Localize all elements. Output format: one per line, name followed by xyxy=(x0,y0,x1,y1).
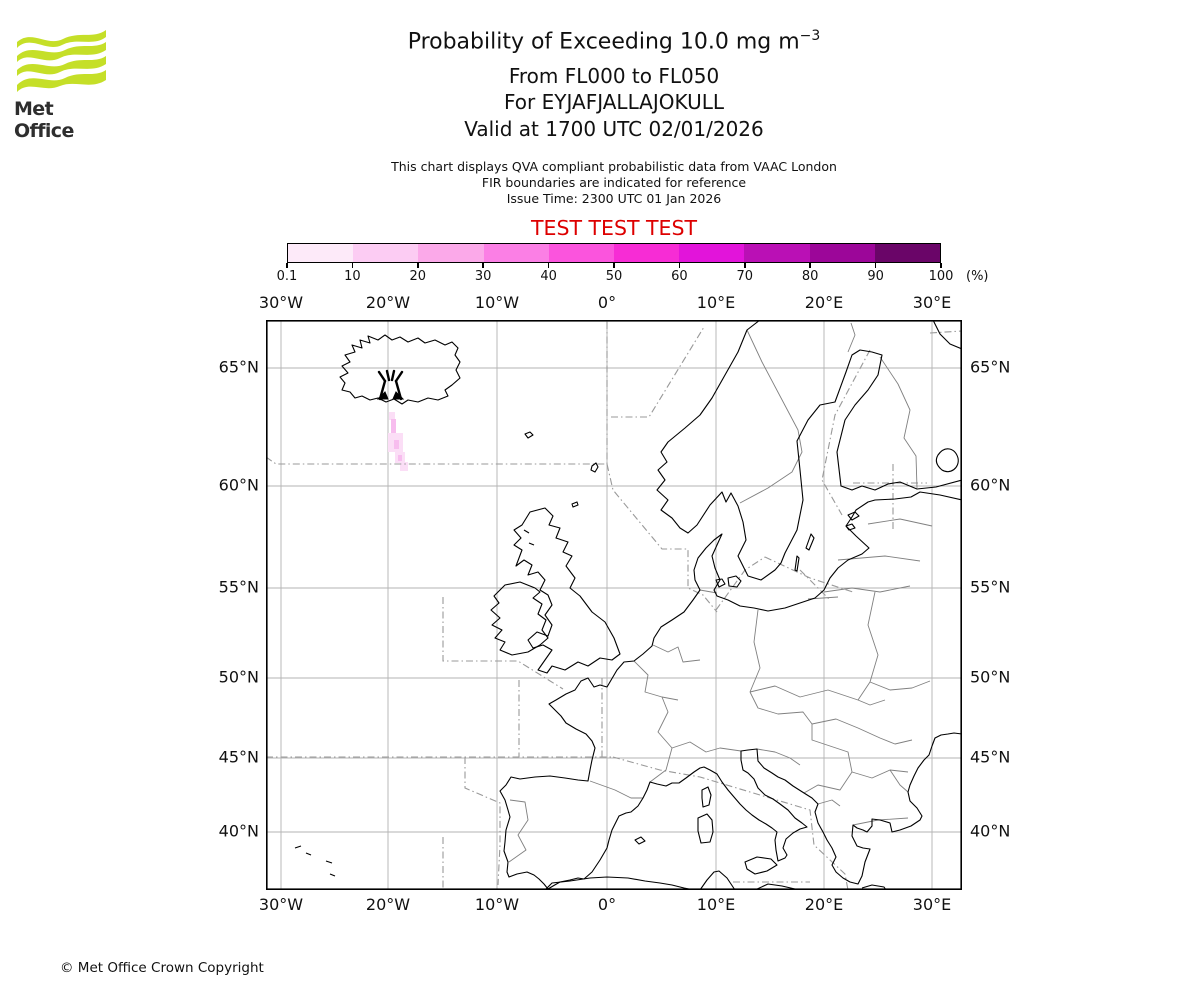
country-borders xyxy=(508,322,933,863)
colorbar-tick-label: 60 xyxy=(671,269,688,284)
colorbar-segment xyxy=(874,244,941,262)
fir-boundaries xyxy=(266,322,962,890)
colorbar-tick-label: 50 xyxy=(605,269,623,284)
colorbar-tick-label: 80 xyxy=(801,269,819,284)
subtitle-valid-time: Valid at 1700 UTC 02/01/2026 xyxy=(464,117,764,141)
subtitle-flight-levels: From FL000 to FL050 xyxy=(508,64,720,88)
colorbar-tick xyxy=(351,263,354,268)
colorbar-unit-label: (%) xyxy=(966,269,989,284)
volcano-eruption-icon xyxy=(376,369,405,401)
left-axis-label: 40°N xyxy=(218,821,259,841)
colorbar-tick xyxy=(744,263,746,268)
left-axis-label: 45°N xyxy=(218,747,259,767)
top-axis-label: 0° xyxy=(597,293,617,312)
colorbar-segment xyxy=(679,244,745,262)
colorbar-tick xyxy=(874,263,877,268)
colorbar-segment xyxy=(809,244,875,262)
colorbar-segment xyxy=(483,244,549,262)
graticule-gridlines xyxy=(266,320,962,890)
right-axis-label: 50°N xyxy=(970,667,1011,687)
test-banner: TEST TEST TEST xyxy=(530,216,698,240)
right-axis-label: 45°N xyxy=(970,747,1011,767)
colorbar-segment xyxy=(353,244,419,262)
right-axis-label: 40°N xyxy=(970,821,1011,841)
colorbar-segment xyxy=(288,244,354,262)
colorbar-tick-label: 20 xyxy=(409,269,427,284)
colorbar-tick-label: 0.1 xyxy=(276,269,298,284)
bottom-axis-label: 20°E xyxy=(804,895,844,914)
europe-map xyxy=(266,320,962,890)
colorbar-tick-label: 40 xyxy=(540,269,557,284)
bottom-axis-label: 30°E xyxy=(912,895,952,914)
top-axis-label: 10°W xyxy=(474,293,520,312)
colorbar-tick xyxy=(482,263,484,268)
top-axis-label: 30°E xyxy=(912,293,952,312)
colorbar-tick xyxy=(286,263,288,268)
probability-colorbar xyxy=(287,243,941,263)
coastlines xyxy=(294,320,962,890)
met-office-logo-text: Met Office xyxy=(14,98,74,142)
colorbar-tick xyxy=(809,263,811,268)
top-axis-label: 30°W xyxy=(258,293,304,312)
met-office-logo: Met Office xyxy=(14,26,114,142)
top-axis-label: 20°W xyxy=(365,293,411,312)
colorbar-tick-label: 10 xyxy=(344,269,361,284)
left-axis-label: 50°N xyxy=(218,667,259,687)
colorbar-tick xyxy=(417,263,419,268)
bottom-axis-label: 30°W xyxy=(258,895,304,914)
met-office-waves-icon xyxy=(17,30,106,92)
colorbar-segment xyxy=(548,244,615,262)
colorbar-tick xyxy=(940,263,942,268)
bottom-axis-label: 10°E xyxy=(696,895,736,914)
right-axis-label: 55°N xyxy=(970,577,1011,597)
note-qva: This chart displays QVA compliant probab… xyxy=(391,159,837,174)
colorbar-tick-label: 30 xyxy=(474,269,492,284)
colorbar-tick xyxy=(613,263,615,268)
colorbar-tick-label: 90 xyxy=(867,269,884,284)
right-axis-label: 60°N xyxy=(970,475,1011,495)
bottom-axis-label: 10°W xyxy=(474,895,520,914)
colorbar-tick-label: 70 xyxy=(736,269,754,284)
bottom-axis-label: 20°W xyxy=(365,895,411,914)
right-axis-label: 65°N xyxy=(970,357,1011,377)
page-title: Probability of Exceeding 10.0 mg m−3 xyxy=(407,28,821,55)
note-fir: FIR boundaries are indicated for referen… xyxy=(481,175,747,190)
ash-plume xyxy=(388,412,408,471)
title-exponent: −3 xyxy=(799,28,821,44)
colorbar-tick-label: 100 xyxy=(928,269,954,284)
colorbar-tick xyxy=(678,263,681,268)
top-axis-label: 20°E xyxy=(804,293,844,312)
subtitle-volcano: For EYJAFJALLAJOKULL xyxy=(504,90,724,114)
note-issue-time: Issue Time: 2300 UTC 01 Jan 2026 xyxy=(506,191,722,206)
left-axis-label: 65°N xyxy=(218,357,259,377)
map-border xyxy=(266,320,962,890)
copyright-text: © Met Office Crown Copyright xyxy=(60,960,264,976)
colorbar-segment xyxy=(614,244,680,262)
left-axis-label: 55°N xyxy=(218,577,259,597)
top-axis-label: 10°E xyxy=(696,293,736,312)
left-axis-label: 60°N xyxy=(218,475,259,495)
colorbar-segment xyxy=(418,244,484,262)
bottom-axis-label: 0° xyxy=(597,895,617,914)
colorbar-tick xyxy=(547,263,550,268)
colorbar-segment xyxy=(744,244,810,262)
